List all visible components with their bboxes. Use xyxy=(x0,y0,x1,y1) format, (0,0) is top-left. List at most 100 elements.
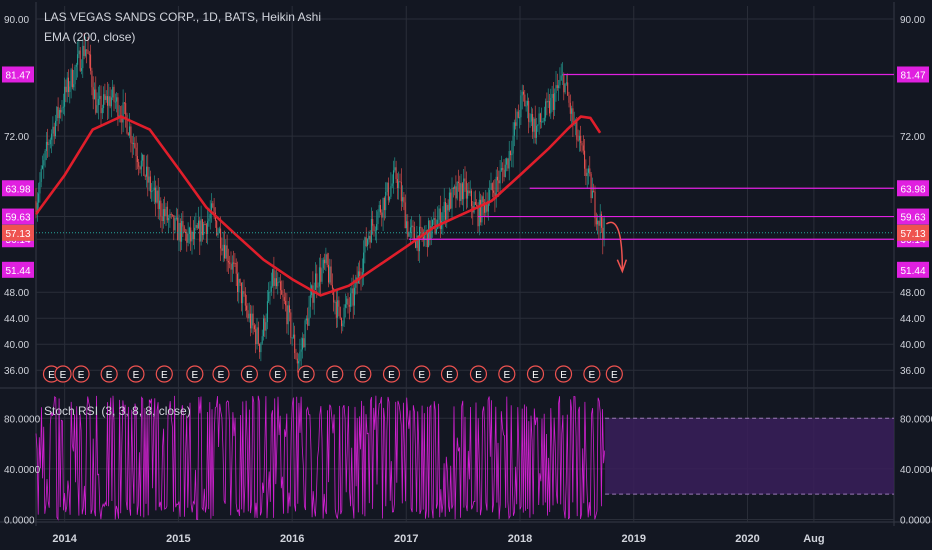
candle-body xyxy=(157,190,159,209)
candle-body xyxy=(272,269,274,287)
earnings-marker[interactable] xyxy=(269,365,287,383)
candle-body xyxy=(486,204,488,212)
candle-body xyxy=(283,297,285,301)
x-tick-label: 2016 xyxy=(280,533,304,545)
candle-body xyxy=(205,224,207,234)
candle-body xyxy=(74,66,76,85)
earnings-marker[interactable] xyxy=(240,365,258,383)
price-tag-text: 59.63 xyxy=(5,213,30,224)
candle-body xyxy=(39,181,41,194)
candle-body xyxy=(372,219,374,226)
candle-body xyxy=(569,102,571,114)
stoch-legend[interactable]: Stoch RSI (3, 3, 8, 8, close) xyxy=(44,404,191,418)
candle-body xyxy=(235,262,237,274)
stoch-rsi-line xyxy=(35,395,606,521)
candle-body xyxy=(551,93,553,98)
candle-body xyxy=(339,306,341,319)
earnings-marker[interactable] xyxy=(212,365,230,383)
candle-body xyxy=(412,225,414,227)
candle-body xyxy=(394,167,396,171)
candle-body xyxy=(96,105,98,113)
earnings-marker[interactable] xyxy=(155,365,173,383)
x-tick-label: 2015 xyxy=(166,533,190,545)
earnings-marker[interactable] xyxy=(100,365,118,383)
candle-body xyxy=(556,85,558,88)
candle-body xyxy=(367,239,368,247)
candle-body xyxy=(317,286,319,288)
candle-body xyxy=(563,74,565,93)
candle-body xyxy=(576,119,578,140)
candle-body xyxy=(411,225,413,228)
candle-body xyxy=(352,288,354,306)
earnings-marker[interactable] xyxy=(382,365,401,383)
candle-body xyxy=(52,126,54,134)
candle-body xyxy=(277,282,279,287)
candle-body xyxy=(510,151,511,156)
candle-body xyxy=(348,304,350,307)
candle-body xyxy=(424,234,426,240)
earnings-marker[interactable] xyxy=(186,365,204,383)
candle-body xyxy=(383,197,385,211)
candle-body xyxy=(594,191,596,219)
earnings-marker-label: E xyxy=(218,370,225,381)
ema-legend[interactable]: EMA (200, close) xyxy=(44,30,136,44)
candle-body xyxy=(103,94,105,109)
candle-body xyxy=(264,318,266,331)
candle-body xyxy=(292,334,294,338)
candle-body xyxy=(64,86,66,107)
earnings-marker[interactable] xyxy=(354,365,372,383)
earnings-marker[interactable] xyxy=(469,365,488,383)
candle-body xyxy=(222,244,224,251)
candle-body xyxy=(304,320,306,348)
earnings-marker[interactable] xyxy=(54,365,72,383)
candle-body xyxy=(110,97,112,107)
candle-body xyxy=(484,202,485,213)
earnings-marker[interactable] xyxy=(554,365,573,383)
candle-body xyxy=(403,197,405,203)
earnings-marker[interactable] xyxy=(72,365,90,383)
candle-body xyxy=(361,272,363,278)
candle-body xyxy=(220,228,222,249)
candle-body xyxy=(112,86,114,98)
earnings-marker[interactable] xyxy=(413,365,431,383)
candle-body xyxy=(107,96,108,106)
earnings-marker[interactable] xyxy=(326,365,344,383)
candle-body xyxy=(528,100,530,122)
candle-body xyxy=(287,305,289,325)
candle-body xyxy=(218,228,220,233)
candle-body xyxy=(183,226,185,233)
candle-body xyxy=(213,207,215,213)
earnings-marker[interactable] xyxy=(440,365,459,383)
earnings-marker[interactable] xyxy=(297,365,315,383)
earnings-marker[interactable] xyxy=(127,365,145,383)
candle-body xyxy=(468,190,470,194)
candle-body xyxy=(203,223,205,236)
candle-body xyxy=(289,305,290,313)
earnings-marker[interactable] xyxy=(583,365,601,383)
projection-arrowhead xyxy=(616,259,628,274)
x-tick-label: 2017 xyxy=(394,533,418,545)
candle-body xyxy=(240,282,242,304)
candle-body xyxy=(207,221,209,234)
candle-body xyxy=(105,96,107,100)
candle-body xyxy=(402,197,404,202)
candle-body xyxy=(294,334,296,353)
candle-body xyxy=(602,227,604,240)
earnings-marker-label: E xyxy=(589,370,596,381)
earnings-marker-label: E xyxy=(611,370,618,381)
candle-body xyxy=(487,200,489,212)
candle-body xyxy=(536,125,537,138)
candle-body xyxy=(376,223,378,231)
candle-body xyxy=(263,318,264,337)
candle-body xyxy=(494,192,496,200)
earnings-marker[interactable] xyxy=(498,365,516,383)
candle-body xyxy=(159,200,160,209)
candle-body xyxy=(44,150,46,161)
earnings-marker-label: E xyxy=(246,370,253,381)
candle-body xyxy=(226,245,228,262)
earnings-marker[interactable] xyxy=(526,365,545,383)
earnings-marker[interactable] xyxy=(605,365,623,383)
candle-body xyxy=(333,288,335,303)
